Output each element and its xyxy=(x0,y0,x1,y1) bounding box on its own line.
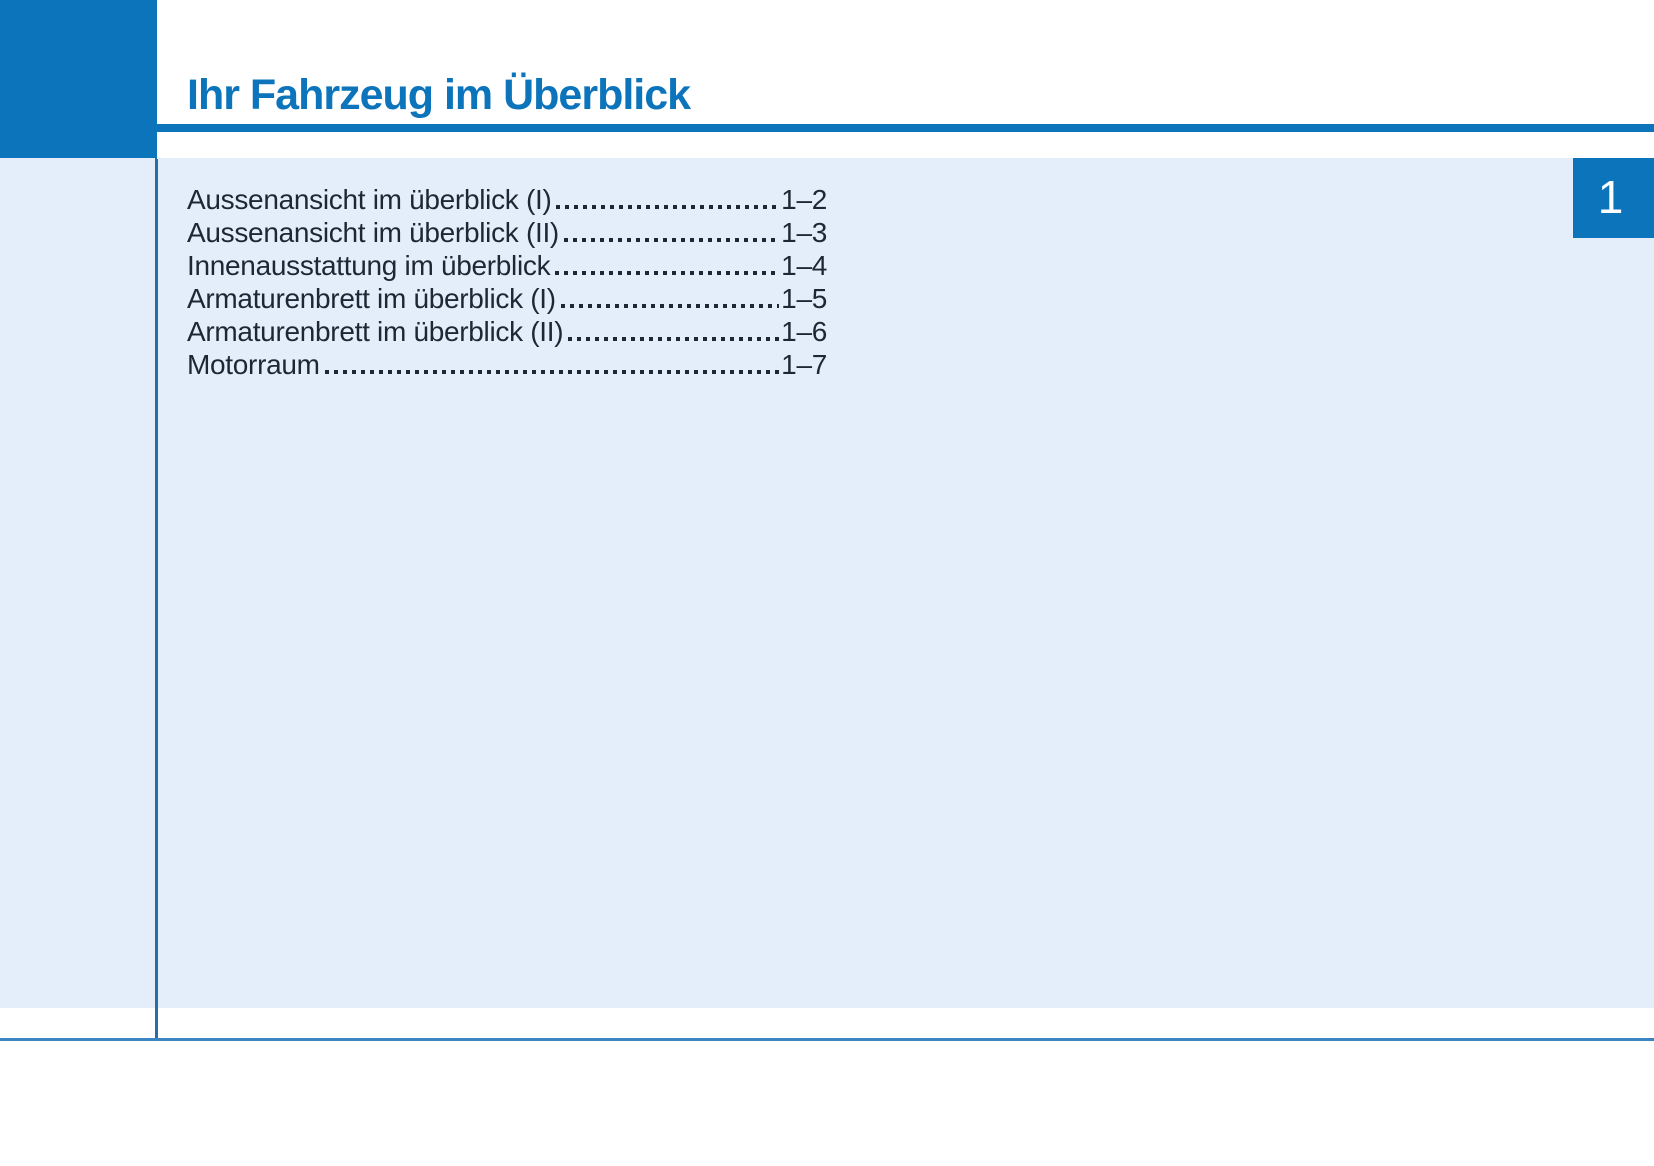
toc-entry-label: Innenausstattung im überblick xyxy=(187,250,551,281)
toc-entry-label: Aussenansicht im überblick (I) xyxy=(187,184,552,215)
footer-rule xyxy=(0,1038,1654,1041)
toc-list: Aussenansicht im überblick (I) 1–2 Ausse… xyxy=(187,183,827,381)
toc-dot-leader xyxy=(560,304,780,308)
toc-entry: Armaturenbrett im überblick (I) 1–5 xyxy=(187,282,827,315)
toc-entry-label: Armaturenbrett im überblick (I) xyxy=(187,283,556,314)
toc-entry: Aussenansicht im überblick (II) 1–3 xyxy=(187,216,827,249)
toc-entry-label: Motorraum xyxy=(187,349,320,380)
chapter-tab-number: 1 xyxy=(1597,171,1624,223)
toc-entry-page: 1–5 xyxy=(781,283,827,314)
toc-entry-page: 1–7 xyxy=(781,349,827,380)
toc-dot-leader xyxy=(563,238,780,242)
toc-entry-label: Armaturenbrett im überblick (II) xyxy=(187,316,564,347)
toc-dot-leader xyxy=(568,337,780,341)
left-margin-panel xyxy=(0,158,155,1008)
toc-entry-page: 1–4 xyxy=(781,250,827,281)
toc-entry: Motorraum 1–7 xyxy=(187,348,827,381)
toc-dot-leader xyxy=(556,205,780,209)
toc-entry-label: Aussenansicht im überblick (II) xyxy=(187,217,559,248)
chapter-tab: 1 xyxy=(1573,158,1654,238)
vertical-divider-line xyxy=(155,159,158,1040)
title-rule xyxy=(157,124,1654,132)
toc-entry-page: 1–6 xyxy=(781,316,827,347)
toc-entry-page: 1–2 xyxy=(781,184,827,215)
page-title: Ihr Fahrzeug im Überblick xyxy=(187,71,691,119)
toc-entry: Aussenansicht im überblick (I) 1–2 xyxy=(187,183,827,216)
toc-dot-leader xyxy=(324,370,780,374)
chapter-corner-block xyxy=(0,0,157,159)
toc-dot-leader xyxy=(555,271,780,275)
toc-entry: Armaturenbrett im überblick (II) 1–6 xyxy=(187,315,827,348)
toc-entry-page: 1–3 xyxy=(781,217,827,248)
toc-entry: Innenausstattung im überblick 1–4 xyxy=(187,249,827,282)
content-panel xyxy=(158,158,1654,1008)
